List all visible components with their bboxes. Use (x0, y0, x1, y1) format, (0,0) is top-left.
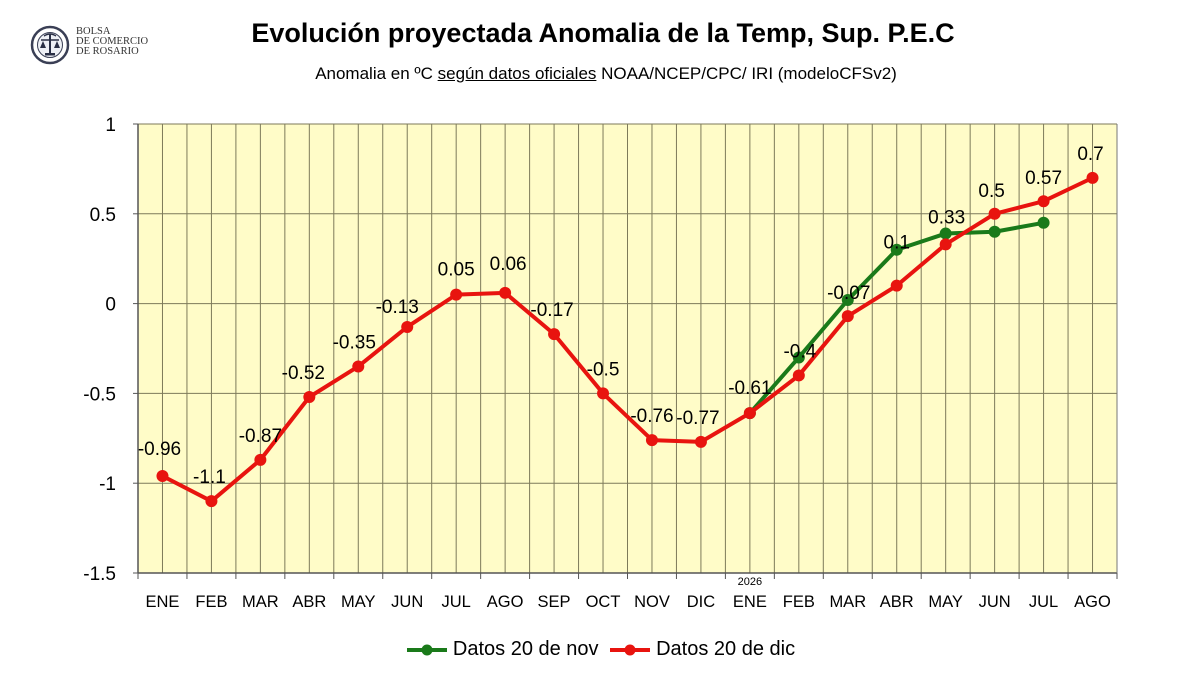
series-line-1 (161, 176, 1094, 504)
x-tick-label: SEP (538, 593, 571, 611)
bcr-seal-icon (30, 25, 70, 65)
data-point-1 (156, 470, 169, 483)
subtitle-underlined: según datos oficiales (437, 64, 597, 83)
x-tick-label: MAR (242, 593, 279, 611)
data-point-1 (450, 288, 463, 301)
data-label: -0.4 (783, 341, 816, 362)
data-point-0 (792, 351, 805, 364)
data-label: 0.57 (1025, 168, 1062, 189)
logo-line-1: BOLSA (76, 26, 111, 37)
x-tick-label: AGO (487, 593, 524, 611)
data-point-1 (1037, 195, 1050, 208)
legend-label-nov: Datos 20 de nov (452, 638, 599, 660)
data-point-1 (694, 435, 707, 448)
x-tick-label: NOV (634, 593, 670, 611)
x-tick-label: JUN (391, 593, 423, 611)
data-point-1 (841, 310, 854, 323)
data-label: 0.5 (978, 181, 1004, 202)
data-point-0 (841, 294, 854, 307)
logo-text: BOLSA DE COMERCIO DE ROSARIO (76, 26, 149, 57)
y-tick-label: -0.5 (83, 384, 116, 405)
x-tick-label: MAR (829, 593, 866, 611)
chart-subtitle: Anomalia en ºC según datos oficiales NOA… (0, 64, 1200, 84)
data-label: -0.07 (827, 283, 870, 304)
data-label: -0.76 (630, 406, 673, 427)
data-label: 0.1 (884, 233, 910, 254)
data-point-1 (597, 387, 610, 400)
data-point-0 (939, 227, 952, 240)
legend-marker-nov (406, 644, 447, 655)
x-tick-label: OCT (586, 593, 621, 611)
x-tick-label: AGO (1074, 593, 1111, 611)
x-tick-label: ABR (880, 593, 914, 611)
data-point-1 (645, 434, 658, 447)
data-label: -0.17 (530, 300, 573, 321)
x-tick-label: JUL (1029, 593, 1058, 611)
grid (138, 123, 1117, 574)
data-point-1 (205, 495, 218, 508)
data-point-0 (988, 225, 1001, 238)
x-tick-label: MAY (341, 593, 376, 611)
x-tick-label: ENE (146, 593, 180, 611)
data-point-1 (1086, 171, 1099, 184)
data-point-1 (254, 453, 267, 466)
data-point-1 (988, 207, 1001, 220)
y-tick-label: 0.5 (90, 205, 116, 226)
data-point-1 (401, 320, 414, 333)
y-tick-label: 0 (105, 295, 116, 316)
logo-line-3: DE ROSARIO (76, 46, 139, 57)
data-label: -0.96 (138, 439, 181, 460)
legend-item-nov: Datos 20 de nov (405, 638, 599, 661)
data-label: -0.13 (376, 297, 419, 318)
data-label: -0.87 (239, 426, 282, 447)
y-tick-label: -1.5 (83, 564, 116, 585)
data-label: -0.5 (587, 359, 620, 380)
data-point-1 (890, 279, 903, 292)
logo-line-2: DE COMERCIO (76, 36, 149, 47)
x-tick-label: JUN (979, 593, 1011, 611)
data-label: 0.05 (438, 260, 475, 281)
subtitle-suffix: NOAA/NCEP/CPC/ IRI (modeloCFSv2) (596, 64, 897, 83)
data-label: 0.06 (490, 254, 527, 275)
legend: Datos 20 de nov Datos 20 de dic (0, 638, 1200, 663)
data-point-1 (548, 328, 561, 341)
year-marker-label: 2026 (738, 576, 762, 588)
data-label: -0.35 (333, 332, 376, 353)
data-label: -1.1 (193, 467, 226, 488)
data-point-1 (792, 369, 805, 382)
y-tick-label: -1 (99, 474, 116, 495)
legend-label-dic: Datos 20 de dic (656, 638, 796, 660)
data-label: 0.33 (928, 207, 965, 228)
data-point-0 (890, 243, 903, 256)
y-axis-ticks: 1 0.5 0 -0.5 -1 -1.5 (83, 115, 138, 585)
legend-item-dic: Datos 20 de dic (608, 638, 795, 661)
data-label: 0.7 (1077, 144, 1103, 165)
data-point-0 (1037, 216, 1050, 229)
data-point-1 (499, 286, 512, 299)
legend-marker-dic (610, 644, 651, 655)
x-axis-ticks: ENE FEB MAR ABR MAY JUN JUL AGO SEP OCT NOV DIC ENE F… (137, 573, 1118, 611)
x-tick-label: ENE (733, 593, 767, 611)
x-tick-label: ABR (292, 593, 326, 611)
x-tick-label: DIC (687, 593, 716, 611)
subtitle-prefix: Anomalia en ºC (315, 64, 438, 83)
series-group (156, 171, 1099, 508)
x-tick-label: FEB (783, 593, 815, 611)
data-point-1 (743, 407, 756, 420)
data-label: -0.61 (728, 378, 771, 399)
x-tick-label: MAY (928, 593, 963, 611)
data-point-1 (939, 238, 952, 251)
x-tick-label: FEB (195, 593, 227, 611)
data-point-1 (303, 390, 316, 403)
x-tick-label: JUL (442, 593, 471, 611)
data-label: -0.77 (676, 408, 719, 429)
bcr-logo: BOLSA DE COMERCIO DE ROSARIO (30, 24, 190, 68)
data-point-1 (352, 360, 365, 373)
data-label: -0.52 (282, 363, 325, 384)
y-tick-label: 1 (105, 115, 116, 136)
data-labels: -0.96 -1.1 -0.87 -0.52 -0.35-0.13 0.05 0.06 -0.… (138, 144, 1104, 488)
chart-title: Evolución proyectada Anomalia de la Temp… (251, 18, 955, 48)
